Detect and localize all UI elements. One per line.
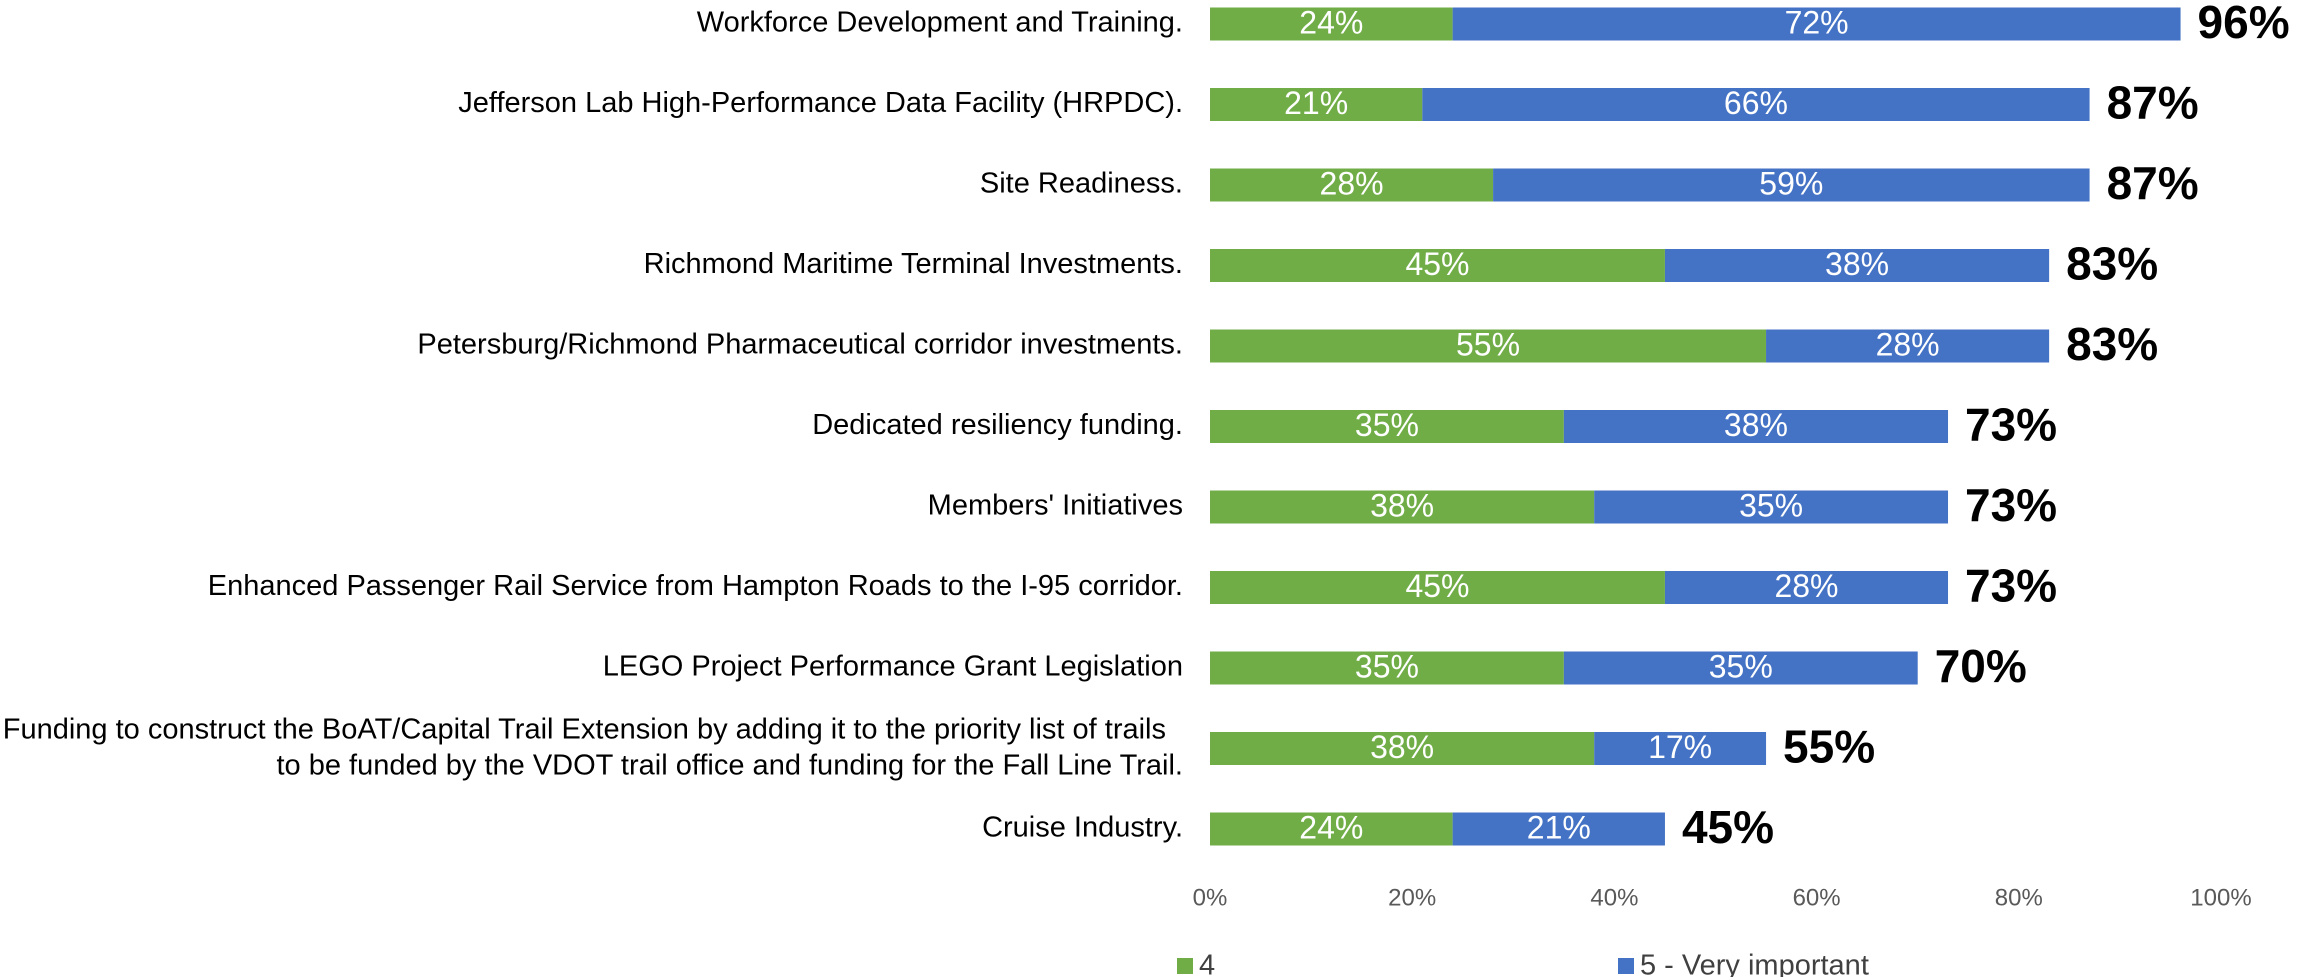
bar-segment: [1210, 88, 1423, 121]
category-label: Site Readiness.: [980, 168, 1183, 200]
bar-segment: [1563, 410, 1949, 443]
total-label: 87%: [2107, 77, 2199, 129]
segment-label: 35%: [1355, 648, 1419, 684]
segment-label: 38%: [1724, 407, 1788, 443]
bar-segment: [1493, 168, 2090, 202]
bar-segment: [1563, 651, 1918, 685]
total-label: 87%: [2107, 157, 2199, 209]
bar-segment: [1594, 732, 1767, 765]
segment-label: 17%: [1648, 729, 1712, 765]
category-label: Jefferson Lab High-Performance Data Faci…: [458, 87, 1183, 119]
segment-label: 45%: [1405, 568, 1469, 604]
x-tick-label: 40%: [1590, 884, 1638, 911]
bar-segment: [1210, 571, 1665, 604]
bar-segment: [1210, 329, 1767, 363]
bar-segment: [1210, 490, 1595, 524]
segment-label: 59%: [1759, 165, 1823, 201]
segment-label: 28%: [1320, 165, 1384, 201]
segment-label: 21%: [1527, 809, 1591, 845]
bar-segment: [1664, 571, 1949, 604]
bar-segment: [1210, 410, 1564, 443]
category-label: Richmond Maritime Terminal Investments.: [644, 248, 1183, 280]
category-label: Petersburg/Richmond Pharmaceutical corri…: [417, 329, 1183, 361]
segment-label: 35%: [1355, 407, 1419, 443]
total-label: 45%: [1682, 801, 1774, 853]
legend-label: 5 - Very important: [1640, 950, 1869, 977]
segment-label: 24%: [1299, 809, 1363, 845]
bar-segment: [1664, 249, 2050, 282]
category-label: LEGO Project Performance Grant Legislati…: [603, 651, 1183, 683]
segment-label: 38%: [1825, 246, 1889, 282]
bar-segment: [1594, 490, 1949, 524]
category-label: Enhanced Passenger Rail Service from Ham…: [208, 570, 1183, 602]
x-tick-label: 20%: [1388, 884, 1436, 911]
x-tick-label: 80%: [1995, 884, 2043, 911]
category-label: Funding to construct the BoAT/Capital Tr…: [3, 713, 1183, 781]
segment-label: 38%: [1370, 729, 1434, 765]
segment-label: 28%: [1876, 326, 1940, 362]
total-label: 83%: [2066, 238, 2158, 290]
legend-swatch: [1177, 958, 1193, 974]
segment-label: 45%: [1405, 246, 1469, 282]
legend-swatch: [1618, 958, 1634, 974]
segment-label: 21%: [1284, 85, 1348, 121]
bar-segment: [1422, 88, 2090, 121]
total-label: 73%: [1965, 479, 2057, 531]
category-label: Dedicated resiliency funding.: [812, 409, 1183, 441]
segment-label: 72%: [1785, 4, 1849, 40]
segment-label: 24%: [1299, 4, 1363, 40]
total-label: 55%: [1783, 721, 1875, 773]
segment-label: 55%: [1456, 326, 1520, 362]
bar-segment: [1210, 7, 1453, 41]
segment-label: 38%: [1370, 487, 1434, 523]
x-tick-label: 100%: [2190, 884, 2251, 911]
bar-segment: [1210, 732, 1595, 765]
bar-segment: [1210, 812, 1453, 846]
x-tick-label: 60%: [1793, 884, 1841, 911]
category-label: Cruise Industry.: [982, 812, 1183, 844]
bar-segment: [1452, 7, 2181, 41]
category-label: Members' Initiatives: [928, 490, 1183, 522]
total-label: 73%: [1965, 560, 2057, 612]
bar-segment: [1766, 329, 2050, 363]
bar-segment: [1210, 651, 1564, 685]
total-label: 96%: [2198, 0, 2290, 48]
segment-label: 66%: [1724, 85, 1788, 121]
total-label: 70%: [1935, 640, 2027, 692]
x-tick-label: 0%: [1193, 884, 1228, 911]
segment-label: 28%: [1774, 568, 1838, 604]
category-label: Workforce Development and Training.: [697, 7, 1183, 39]
bar-segment: [1210, 249, 1665, 282]
segment-label: 35%: [1709, 648, 1773, 684]
bar-segment: [1452, 812, 1665, 846]
total-label: 83%: [2066, 318, 2158, 370]
legend-label: 4: [1199, 950, 1215, 977]
total-label: 73%: [1965, 399, 2057, 451]
bar-segment: [1210, 168, 1494, 202]
segment-label: 35%: [1739, 487, 1803, 523]
